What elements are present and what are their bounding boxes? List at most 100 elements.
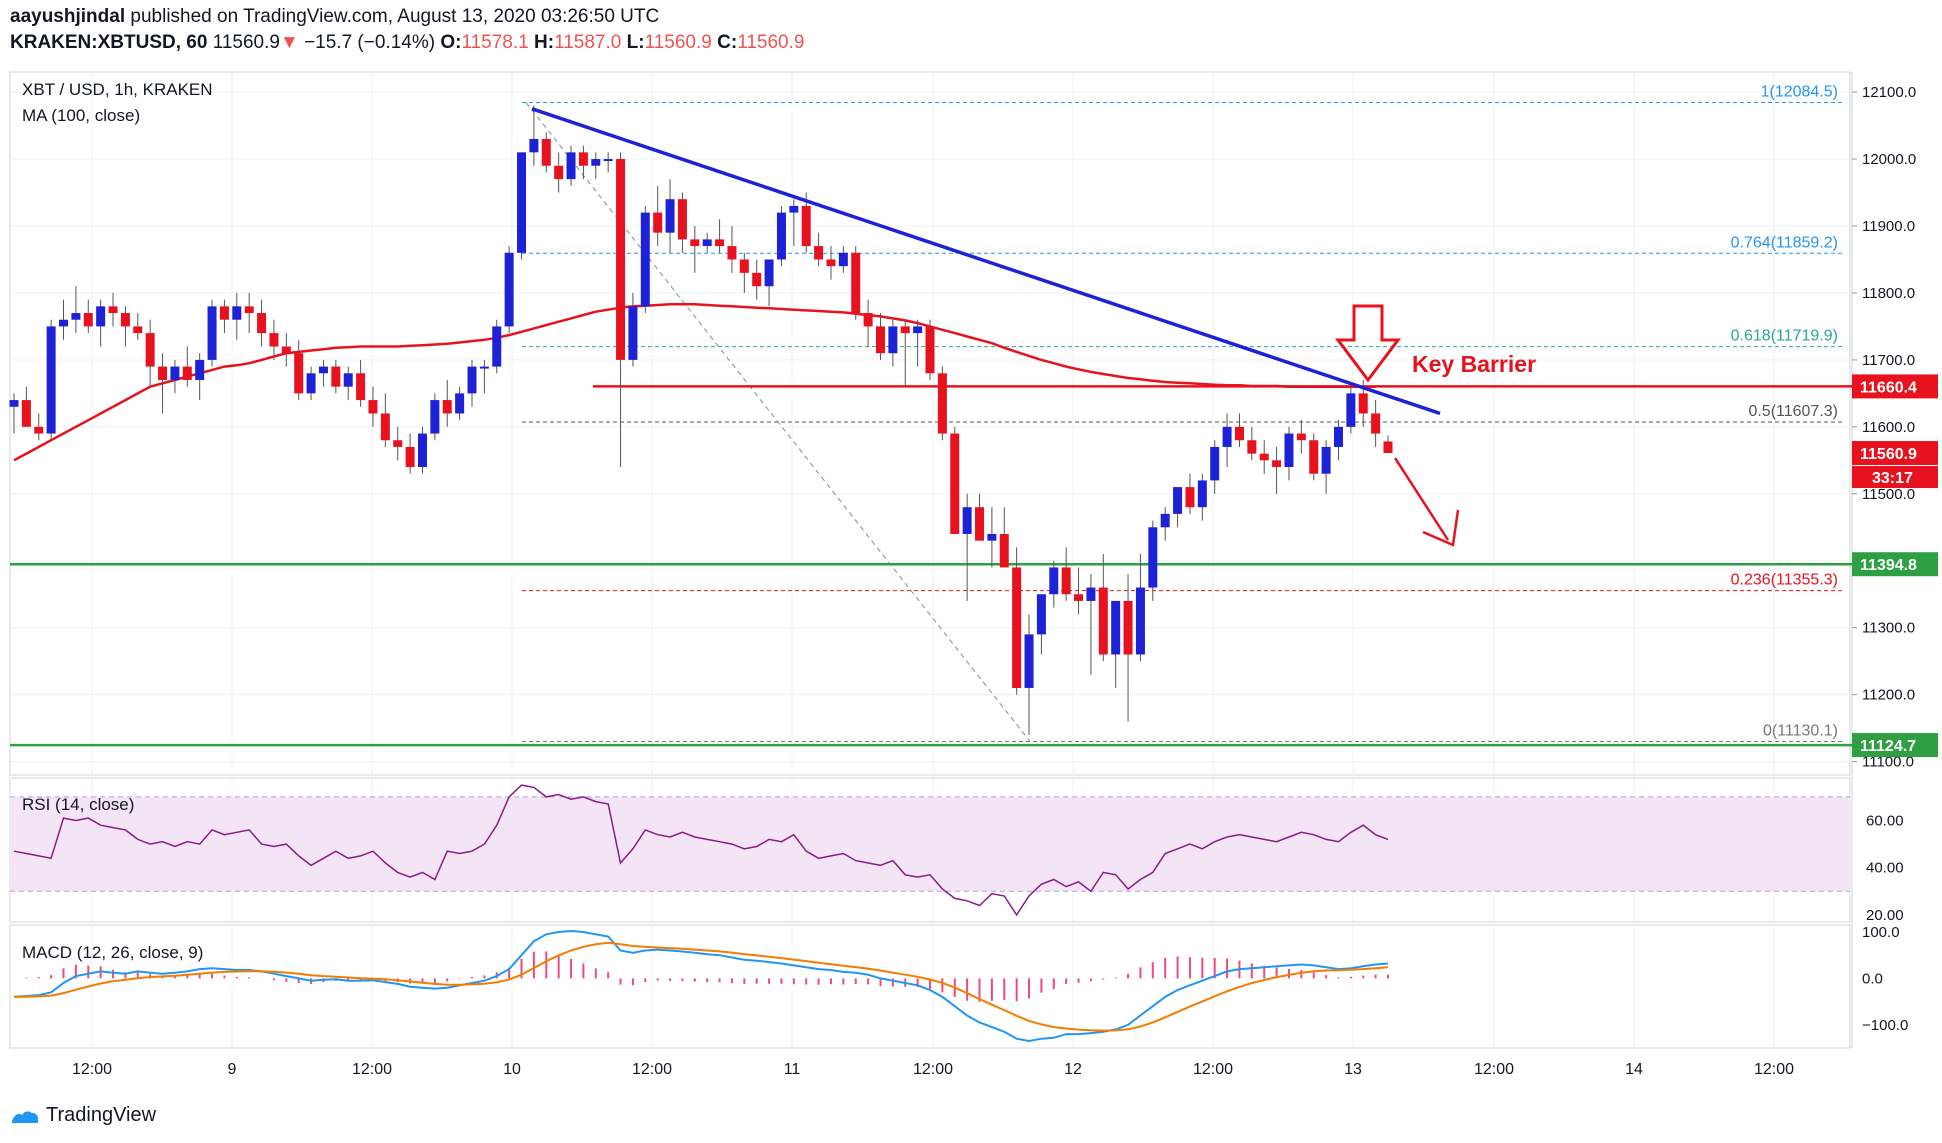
price-label-text: 11124.7: [1860, 738, 1916, 755]
candle-body: [739, 259, 749, 273]
publish-info: aayushjindal published on TradingView.co…: [10, 6, 659, 28]
time-tick-label: 12:00: [72, 1061, 112, 1078]
footer-brand[interactable]: TradingView: [10, 1104, 156, 1127]
candle-body: [417, 433, 427, 468]
candle-body: [838, 252, 848, 267]
candle-body: [318, 366, 328, 374]
candle-body: [950, 433, 960, 534]
candle-body: [492, 326, 502, 367]
candle-body: [752, 272, 762, 287]
price-label-text: 11394.8: [1860, 557, 1917, 574]
high-value: 11587.0: [554, 32, 622, 53]
candle-body: [1272, 460, 1282, 468]
candle-body: [46, 326, 56, 434]
countdown-text: 33:17: [1872, 470, 1913, 487]
fib-level-label: 1(12084.5): [1761, 83, 1838, 100]
time-tick-label: 9: [228, 1061, 237, 1078]
candle-body: [702, 239, 712, 247]
candle-body: [1036, 594, 1046, 635]
rsi-tick-label: 60.00: [1866, 812, 1904, 829]
candle-body: [529, 138, 539, 153]
candle-body: [158, 366, 168, 380]
close-label: C:: [717, 32, 738, 53]
publisher-name[interactable]: aayushjindal: [10, 6, 126, 27]
candle-body: [875, 326, 885, 354]
time-tick-label: 12:00: [1193, 1061, 1233, 1078]
open-value: 11578.1: [461, 32, 529, 53]
candle-body: [232, 306, 242, 320]
candle-body: [306, 373, 316, 394]
candle-body: [727, 246, 737, 260]
candle-body: [1210, 446, 1220, 481]
rsi-tick-label: 20.00: [1866, 907, 1904, 924]
candle-body: [195, 359, 205, 380]
candle-body: [913, 326, 923, 334]
candle-body: [59, 319, 69, 327]
candle-body: [1086, 587, 1096, 601]
candle-body: [962, 507, 972, 534]
change-arrow-icon: ▼: [279, 32, 299, 53]
price-label-bg: [1852, 441, 1938, 466]
candle-body: [1148, 527, 1158, 588]
time-tick-label: 13: [1344, 1061, 1362, 1078]
candle-body: [541, 138, 551, 166]
candle-body: [814, 246, 824, 260]
candle-body: [1074, 594, 1084, 601]
candle-body: [776, 212, 786, 260]
price-tick-label: 11300.0: [1862, 620, 1915, 637]
footer-brand-text: TradingView: [46, 1104, 157, 1126]
time-tick-label: 14: [1625, 1061, 1643, 1078]
macd-line: [13, 929, 1389, 1043]
candle-body: [257, 313, 267, 334]
descending-trend-line: [531, 107, 1441, 416]
price-tick-label: 11500.0: [1862, 486, 1915, 503]
down-arrow-icon: [1335, 304, 1401, 383]
candle-body: [504, 252, 514, 327]
candle-body: [455, 393, 465, 414]
candle-body: [1012, 567, 1022, 688]
candle-body: [430, 400, 440, 434]
projection-arrow-line: [1393, 457, 1450, 541]
candle-body: [677, 199, 687, 240]
candle-body: [925, 326, 935, 374]
candle-body: [1173, 487, 1183, 514]
candle-body: [1296, 433, 1306, 441]
candle-body: [1247, 440, 1257, 454]
candle-body: [987, 533, 997, 541]
candle-body: [900, 326, 910, 334]
key-barrier-label: Key Barrier: [1412, 351, 1536, 377]
price-tick-label: 11700.0: [1862, 352, 1915, 369]
last-price: 11560.9: [212, 32, 280, 53]
rsi-line: [13, 784, 1389, 917]
low-label: L:: [626, 32, 645, 53]
signal-line: [13, 941, 1389, 1032]
candle-body: [1333, 426, 1343, 447]
time-tick-label: 12:00: [632, 1061, 672, 1078]
candle-body: [1197, 480, 1207, 508]
open-label: O:: [440, 32, 462, 53]
price-change: −15.7 (−0.14%): [304, 32, 436, 53]
time-tick-label: 12:00: [1754, 1061, 1794, 1078]
fib-level-label: 0.5(11607.3): [1748, 403, 1838, 420]
candle-body: [888, 326, 898, 354]
candle-body: [517, 152, 527, 253]
candle-body: [1135, 587, 1145, 655]
price-label-bg: [1852, 733, 1938, 758]
rsi-tick-label: 40.00: [1866, 860, 1904, 877]
price-tick-label: 12100.0: [1862, 84, 1916, 101]
candle-body: [207, 306, 217, 360]
ma100-line: [13, 303, 1376, 462]
time-tick-label: 12:00: [352, 1061, 392, 1078]
candle-body: [108, 306, 118, 314]
candle-body: [133, 326, 143, 334]
time-tick-label: 12:00: [913, 1061, 953, 1078]
candle-body: [1222, 426, 1232, 447]
candle-body: [442, 400, 452, 414]
candle-body: [1123, 600, 1133, 655]
countdown-bg: [1852, 466, 1938, 489]
candle-body: [591, 159, 601, 166]
candle-body: [1024, 634, 1034, 688]
time-tick-label: 12: [1064, 1061, 1082, 1078]
candle-body: [182, 366, 192, 380]
